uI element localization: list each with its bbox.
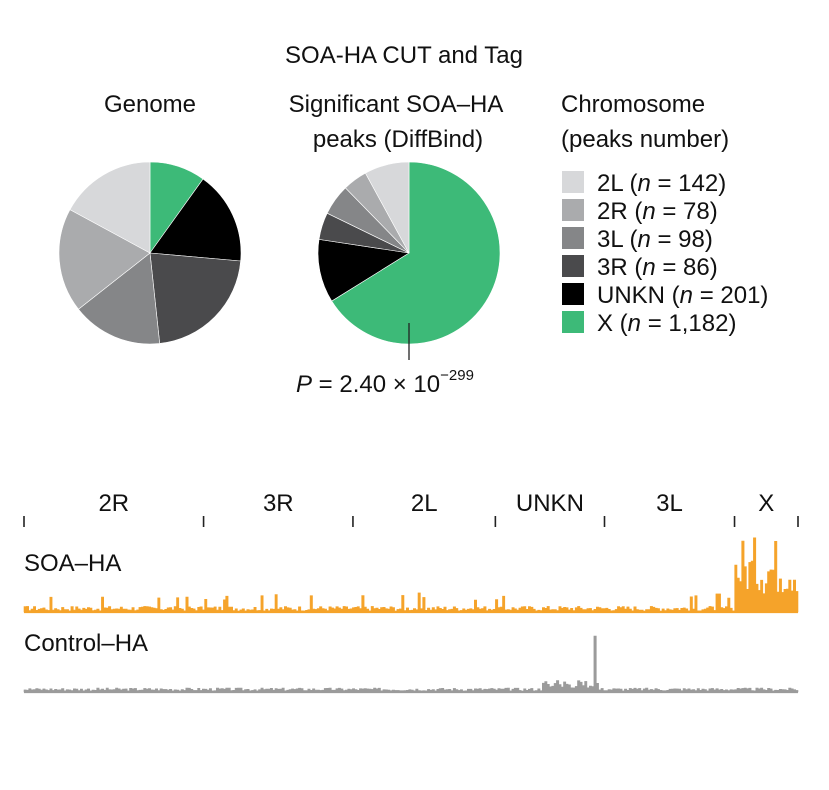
soa-track-label: SOA–HA bbox=[24, 550, 121, 577]
pie-slice-2l bbox=[69, 161, 151, 254]
figure-title: SOA-HA CUT and Tag bbox=[285, 42, 523, 69]
legend-label: X (n = 1,182) bbox=[597, 310, 736, 337]
legend-swatch bbox=[562, 283, 584, 305]
chromosome-label-3l: 3L bbox=[656, 490, 683, 517]
legend-item-3r: 3R (n = 86) bbox=[562, 254, 718, 281]
legend-item-2l: 2L (n = 142) bbox=[562, 170, 726, 197]
legend-label: 3R (n = 86) bbox=[597, 254, 718, 281]
chromosome-label-unkn: UNKN bbox=[516, 490, 584, 517]
legend-swatch bbox=[562, 227, 584, 249]
pie-slice-unkn bbox=[149, 178, 242, 262]
signal-profile-control-ha bbox=[23, 635, 799, 693]
pvalue-text: = 2.40 × 10 bbox=[312, 371, 440, 398]
pvalue-exponent: −299 bbox=[440, 367, 474, 384]
legend-item-x: X (n = 1,182) bbox=[562, 310, 736, 337]
genome-pie bbox=[58, 161, 242, 345]
peaks-pie-title-line1: Significant SOA–HA bbox=[289, 91, 504, 118]
chromosome-legend: 2L (n = 142)2R (n = 78)3L (n = 98)3R (n … bbox=[562, 170, 768, 337]
pie-slice-3l bbox=[78, 252, 161, 345]
legend-swatch bbox=[562, 171, 584, 193]
legend-label: 3L (n = 98) bbox=[597, 226, 713, 253]
legend-item-3l: 3L (n = 98) bbox=[562, 226, 713, 253]
legend-label: UNKN (n = 201) bbox=[597, 282, 768, 309]
legend-swatch bbox=[562, 199, 584, 221]
pvalue-label: P = 2.40 × 10−299 bbox=[296, 367, 474, 398]
pie-slice-unkn bbox=[317, 239, 410, 302]
pie-slice-2r bbox=[58, 209, 151, 310]
legend-swatch bbox=[562, 255, 584, 277]
chromosome-label-x: X bbox=[758, 490, 774, 517]
soa-ha-signal-track bbox=[23, 537, 799, 614]
pvalue-symbol: P bbox=[296, 371, 312, 398]
pie-slice-x bbox=[331, 161, 501, 345]
legend-swatch bbox=[562, 311, 584, 333]
legend-title-line2: (peaks number) bbox=[561, 126, 729, 153]
signal-profile-soa-ha bbox=[23, 537, 799, 613]
legend-item-unkn: UNKN (n = 201) bbox=[562, 282, 768, 309]
legend-title-line1: Chromosome bbox=[561, 91, 705, 118]
peaks-pie-title-line2: peaks (DiffBind) bbox=[313, 126, 483, 153]
legend-label: 2R (n = 78) bbox=[597, 198, 718, 225]
pie-slice-3r bbox=[149, 252, 241, 344]
chromosome-label-2l: 2L bbox=[411, 490, 438, 517]
chromosome-axis: 2R 3R 2L UNKN 3L X bbox=[23, 490, 799, 527]
peaks-pie bbox=[317, 161, 501, 345]
control-ha-signal-track bbox=[23, 635, 799, 694]
legend-item-2r: 2R (n = 78) bbox=[562, 198, 718, 225]
control-track-label: Control–HA bbox=[24, 630, 148, 657]
legend-label: 2L (n = 142) bbox=[597, 170, 726, 197]
genome-pie-title: Genome bbox=[104, 91, 196, 118]
chromosome-label-2r: 2R bbox=[98, 490, 129, 517]
pie-slice-2l bbox=[365, 161, 410, 254]
chromosome-label-3r: 3R bbox=[263, 490, 294, 517]
